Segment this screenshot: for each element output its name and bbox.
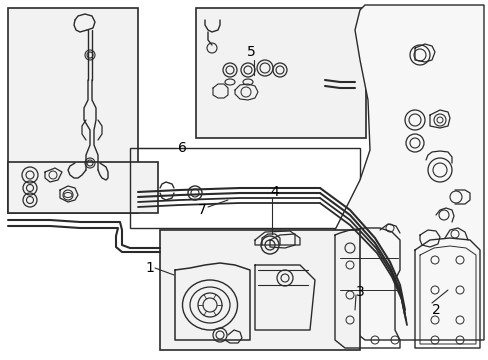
Text: 7: 7 [198,203,206,217]
Bar [160,230,359,350]
Bar [196,8,365,138]
Text: 3: 3 [355,285,364,299]
Text: 4: 4 [269,185,278,199]
Text: 1: 1 [145,261,154,275]
Bar [8,162,158,213]
Text: 5: 5 [246,45,255,59]
Bar [8,8,138,213]
Text: 6: 6 [178,141,186,155]
Polygon shape [327,5,483,340]
Bar [130,148,359,228]
Text: 2: 2 [431,303,440,317]
